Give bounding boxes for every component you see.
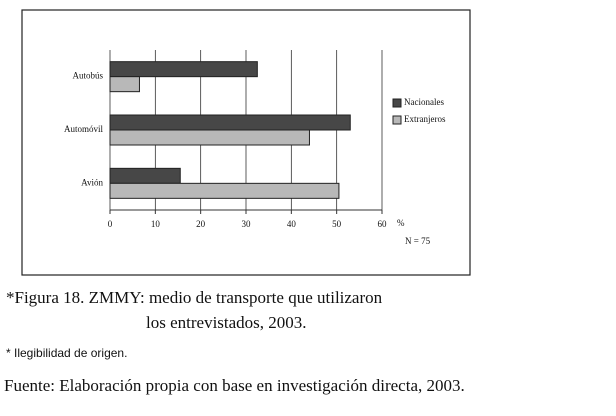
caption-line: los entrevistados, 2003.: [146, 313, 307, 332]
note: * Ilegibilidad de origen.: [6, 346, 127, 360]
bar: [109, 76, 140, 93]
y-tick-label: Autobús: [72, 71, 103, 81]
x-tick-label: 50: [332, 219, 342, 229]
x-tick-label: 20: [196, 219, 206, 229]
y-tick-label: Avión: [81, 177, 103, 187]
legend-swatch: [392, 98, 402, 108]
legend-swatch: [392, 115, 402, 125]
x-tick-label: 40: [287, 219, 297, 229]
figure-frame: [21, 9, 471, 276]
x-tick-label: 0: [108, 219, 113, 229]
x-tick-label: 30: [242, 219, 252, 229]
source: Fuente: Elaboración propia con base en i…: [4, 376, 465, 395]
caption-line: *Figura 18. ZMMY: medio de transporte qu…: [6, 288, 383, 307]
bar: [109, 61, 258, 78]
bar: [109, 182, 340, 199]
bar: [109, 114, 351, 131]
x-unit: %: [397, 218, 405, 228]
x-tick-label: 10: [151, 219, 161, 229]
legend-label: Nacionales: [404, 97, 444, 107]
bar: [109, 167, 181, 184]
annotation: N = 75: [405, 236, 431, 246]
legend-label: Extranjeros: [404, 114, 446, 124]
bar: [109, 129, 310, 146]
y-tick-label: Automóvil: [64, 124, 104, 134]
x-tick-label: 60: [378, 219, 388, 229]
